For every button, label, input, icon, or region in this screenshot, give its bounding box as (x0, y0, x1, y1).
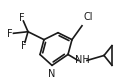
Text: F: F (21, 41, 27, 51)
Text: F: F (7, 29, 13, 39)
Text: F: F (19, 13, 25, 23)
Text: NH: NH (75, 55, 89, 65)
Text: Cl: Cl (83, 12, 92, 22)
Text: N: N (48, 69, 56, 79)
